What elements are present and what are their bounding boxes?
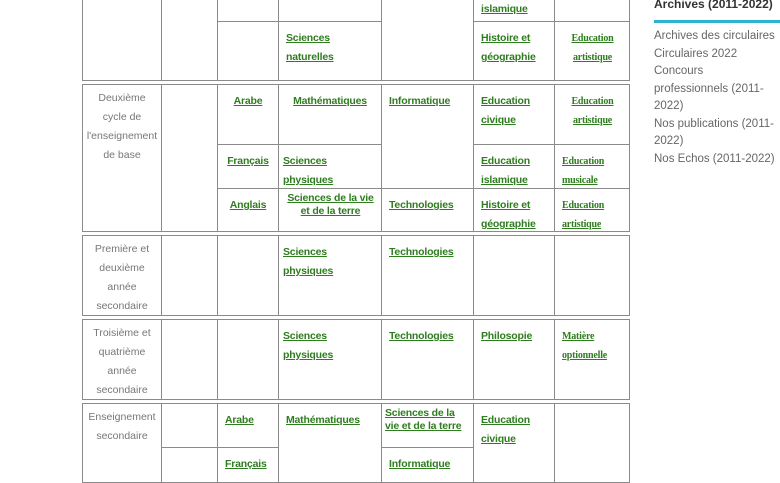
table-cell: Education islamique — [473, 144, 554, 188]
link-education-artistique[interactable]: Education artistique — [571, 96, 614, 126]
table-cell — [381, 0, 473, 80]
table-cell: Anglais — [217, 188, 278, 231]
table-cell: Philosopie — [473, 320, 554, 399]
link-histoire-geographie[interactable]: Histoire et géographie — [481, 32, 536, 63]
table-cell: Arabe — [217, 404, 278, 447]
link-arabe[interactable]: Arabe — [225, 414, 254, 426]
table-cell: Français — [217, 144, 278, 188]
link-education-musicale[interactable]: Education musicale — [562, 156, 605, 186]
link-philosophie[interactable]: Philosopie — [481, 330, 533, 342]
link-sciences-physiques[interactable]: Sciences physiques — [283, 246, 334, 277]
table-cell: Informatique — [381, 447, 473, 483]
table-cell: Sciences naturelles — [278, 21, 381, 80]
table-cell — [217, 320, 278, 399]
table-cell — [473, 236, 554, 315]
link-sciences-physiques[interactable]: Sciences physiques — [283, 155, 334, 186]
table-cell: Sciences physiques — [278, 320, 381, 399]
table-cell: Sciences de la vie et de la terre — [278, 188, 381, 231]
link-informatique[interactable]: Informatique — [389, 95, 451, 107]
table-cell: Matière optionnelle — [554, 320, 630, 399]
link-sciences-vie-terre[interactable]: Sciences de la vie et de la terre — [385, 407, 462, 432]
sidebar-item-circulaires-2022[interactable]: Circulaires 2022 — [654, 47, 738, 60]
table-cell — [161, 236, 217, 315]
table-cell — [161, 85, 217, 231]
row-label: Troisième et quatrième année secondaire — [93, 327, 151, 396]
table-group-1: Deuxième cycle de l'enseignement de base… — [82, 84, 630, 232]
table-cell: Technologies — [381, 188, 473, 231]
link-technologies[interactable]: Technologies — [389, 199, 454, 211]
link-education-islamique[interactable]: Education islamique — [481, 155, 530, 186]
row-label: Deuxième cycle de l'enseignement de base — [86, 92, 158, 161]
sidebar-title: Archives (2011-2022) — [654, 0, 773, 11]
table-cell — [161, 0, 217, 80]
table-cell — [217, 21, 278, 80]
table-cell: Education artistique — [554, 85, 630, 144]
link-mathematiques[interactable]: Mathématiques — [293, 95, 367, 107]
table-cell: Mathématiques — [278, 404, 381, 483]
table-cell: Français — [217, 447, 278, 483]
table-group-2: Première et deuxième année secondaire Sc… — [82, 235, 630, 316]
table-cell: Sciences physiques — [278, 144, 381, 188]
row-label: Enseignement secondaire — [88, 411, 156, 442]
table-cell: Technologies — [381, 236, 473, 315]
table-cell: Technologies — [381, 320, 473, 399]
table-cell: islamique — [473, 0, 554, 21]
table-group-0: islamique Sciences naturelles Histoire e… — [82, 0, 630, 81]
table-cell: Mathématiques — [278, 85, 381, 144]
table-cell: Informatique — [381, 85, 473, 188]
link-sciences-vie-terre[interactable]: Sciences de la vie et de la terre — [287, 192, 374, 217]
table-cell — [554, 236, 630, 315]
link-informatique[interactable]: Informatique — [389, 458, 451, 470]
table-cell: Histoire et géographie — [473, 188, 554, 231]
table-cell: Education civique — [473, 85, 554, 144]
link-education-artistique[interactable]: Education artistique — [562, 200, 605, 230]
link-mathematiques[interactable]: Mathématiques — [286, 414, 360, 426]
link-anglais[interactable]: Anglais — [229, 199, 267, 211]
table-cell: Sciences physiques — [278, 236, 381, 315]
sidebar-item-nos-echos[interactable]: Nos Echos (2011-2022) — [654, 152, 775, 165]
table-cell: Arabe — [217, 85, 278, 144]
link-sciences-naturelles[interactable]: Sciences naturelles — [286, 32, 334, 63]
link-francais[interactable]: Français — [227, 155, 269, 167]
table-cell — [217, 0, 278, 21]
table-cell: Education musicale — [554, 144, 630, 188]
table-cell: Education civique — [473, 404, 554, 483]
link-sciences-physiques[interactable]: Sciences physiques — [283, 330, 334, 361]
link-francais[interactable]: Français — [225, 458, 267, 470]
sidebar-accent-bar — [654, 20, 780, 23]
table-cell — [161, 447, 217, 483]
table-cell: Sciences de la vie et de la terre — [381, 404, 473, 447]
link-arabe[interactable]: Arabe — [233, 95, 263, 107]
table-cell — [161, 404, 217, 447]
table-cell — [217, 236, 278, 315]
table-cell — [554, 404, 630, 483]
sidebar-item-archives-circulaires[interactable]: Archives des circulaires — [654, 30, 775, 42]
link-technologies[interactable]: Technologies — [389, 330, 454, 342]
row-label: Première et deuxième année secondaire — [94, 243, 150, 312]
link-education-civique[interactable]: Education civique — [481, 95, 530, 126]
table-cell — [161, 320, 217, 399]
sidebar-item-concours[interactable]: Concours professionnels (2011-2022) — [654, 65, 764, 112]
table-cell: Education artistique — [554, 188, 630, 231]
sidebar-list: Archives des circulaires Circulaires 202… — [654, 28, 778, 168]
link-education-artistique[interactable]: Education artistique — [571, 33, 614, 63]
table-cell — [278, 0, 381, 21]
table-group-3: Troisième et quatrième année secondaire … — [82, 319, 630, 400]
link-education-civique[interactable]: Education civique — [481, 414, 530, 445]
sidebar-item-publications[interactable]: Nos publications (2011-2022) — [654, 117, 774, 148]
table-cell — [554, 0, 630, 21]
link-matiere-optionnelle[interactable]: Matière optionnelle — [562, 331, 608, 361]
link-technologies[interactable]: Technologies — [389, 246, 454, 258]
link-histoire-geographie[interactable]: Histoire et géographie — [481, 199, 536, 230]
table-cell: Histoire et géographie — [473, 21, 554, 80]
table-cell: Education artistique — [554, 21, 630, 80]
table-group-4: Enseignement secondaire Arabe Mathématiq… — [82, 403, 630, 483]
link-education-islamique[interactable]: islamique — [481, 3, 528, 15]
